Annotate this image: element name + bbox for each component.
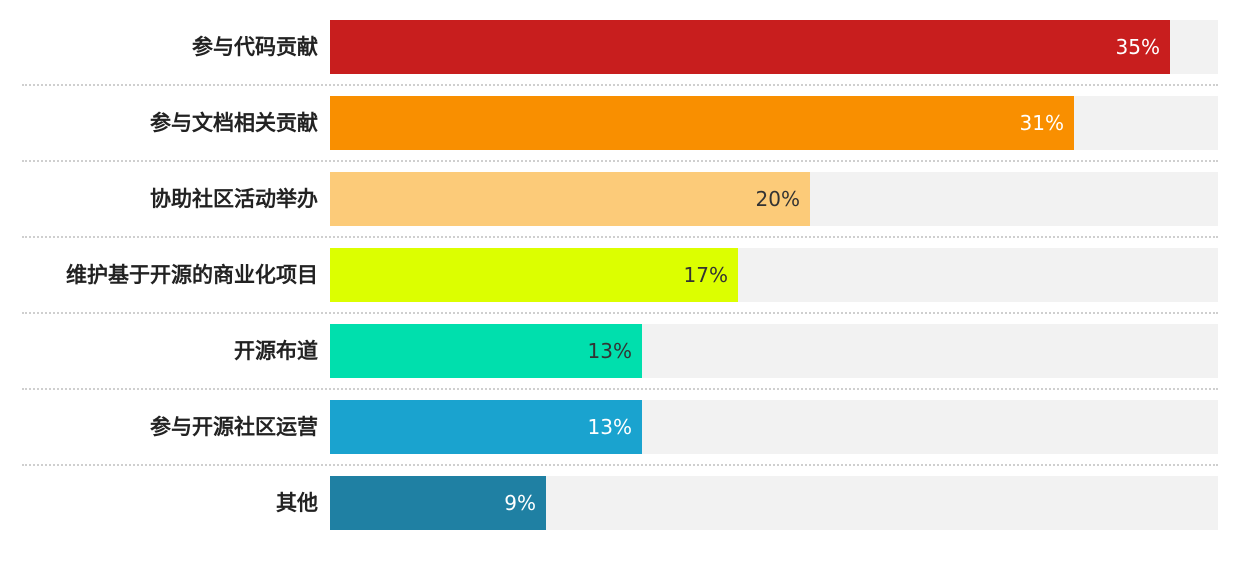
bar-track: 13% [330,324,1218,378]
category-label: 参与文档相关贡献 [150,111,318,135]
category-label: 其他 [276,491,318,515]
value-label: 13% [587,415,632,439]
bar-track: 17% [330,248,1218,302]
category-label: 维护基于开源的商业化项目 [66,263,318,287]
value-label: 20% [755,187,800,211]
category-label: 参与开源社区运营 [150,415,318,439]
row-divider [22,84,1218,86]
bar [330,248,738,302]
row-divider [22,236,1218,238]
bar-track: 20% [330,172,1218,226]
value-label: 17% [683,263,728,287]
category-label: 协助社区活动举办 [150,187,318,211]
bar [330,172,810,226]
row-divider [22,160,1218,162]
value-label: 13% [587,339,632,363]
value-label: 31% [1019,111,1064,135]
bar [330,400,642,454]
bar-track: 35% [330,20,1218,74]
bar [330,476,546,530]
category-label: 开源布道 [234,339,318,363]
bar-track: 13% [330,400,1218,454]
bar [330,96,1074,150]
category-label: 参与代码贡献 [192,35,318,59]
bar-track: 31% [330,96,1218,150]
row-divider [22,312,1218,314]
bar-track: 9% [330,476,1218,530]
value-label: 35% [1115,35,1160,59]
bar [330,324,642,378]
value-label: 9% [504,491,536,515]
row-divider [22,388,1218,390]
row-divider [22,464,1218,466]
bar [330,20,1170,74]
